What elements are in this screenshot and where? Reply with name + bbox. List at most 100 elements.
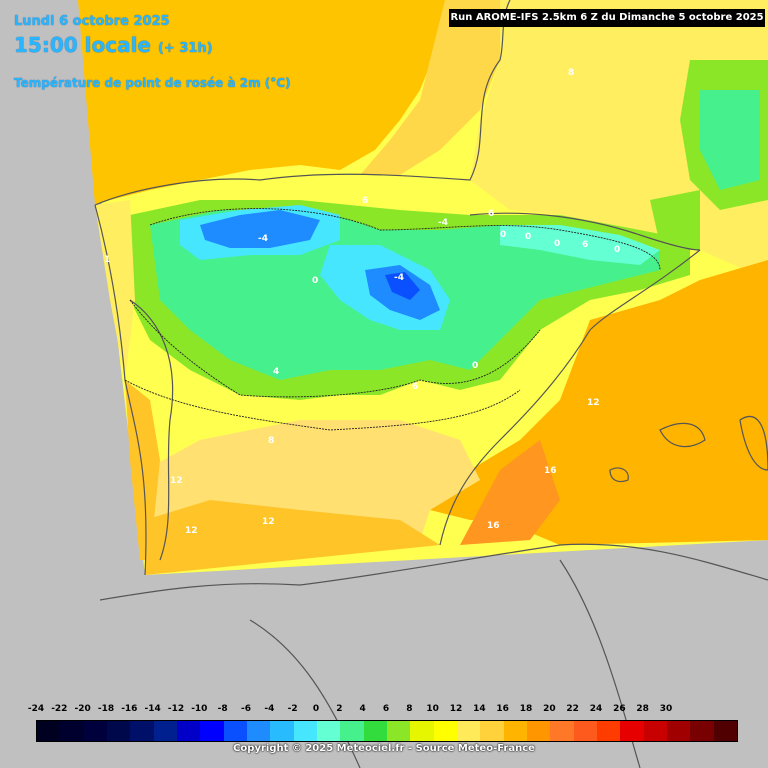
sea-med-deep bbox=[460, 440, 560, 545]
color-swatch bbox=[246, 721, 271, 741]
sea-atlantic bbox=[78, 0, 445, 205]
forecast-time: 15:00 locale (+ 31h) bbox=[14, 33, 213, 57]
color-swatch bbox=[37, 721, 61, 741]
legend-tick-label: 30 bbox=[659, 704, 673, 714]
color-swatch bbox=[176, 721, 201, 741]
border-africa-2 bbox=[559, 559, 641, 768]
iso-label: 0 bbox=[554, 239, 560, 249]
legend-tick-label: -10 bbox=[191, 704, 208, 714]
legend-tick-label: -16 bbox=[121, 704, 138, 714]
legend-tick-label: 2 bbox=[336, 704, 343, 714]
iso-label: -4 bbox=[258, 234, 268, 244]
legend-tick-label: -14 bbox=[144, 704, 161, 714]
color-swatch bbox=[363, 721, 387, 741]
coastline-north bbox=[94, 0, 511, 206]
legend-tick-labels: -24 -22 -20 -18 -16 -14 -12 -10 -8 -6 -4 -2 0 2 4 6 8 10 1… bbox=[24, 704, 744, 718]
legend-tick-label: -4 bbox=[264, 704, 275, 714]
contour-0 bbox=[149, 208, 661, 271]
color-swatch bbox=[526, 721, 551, 741]
legend-tick-label: 8 bbox=[406, 704, 413, 714]
border-pyrenees bbox=[469, 212, 701, 251]
cyan-east bbox=[500, 225, 660, 265]
color-swatch bbox=[386, 721, 411, 741]
legend-tick-label: 28 bbox=[636, 704, 649, 714]
color-swatch bbox=[60, 721, 84, 741]
color-swatch bbox=[690, 721, 714, 741]
coastline-med bbox=[439, 249, 701, 546]
ne-greener bbox=[700, 90, 760, 190]
contour-4 bbox=[129, 299, 541, 398]
color-swatch bbox=[713, 721, 737, 741]
iso-label: 0 bbox=[500, 230, 506, 240]
iso-label: -4 bbox=[438, 218, 448, 228]
legend-tick-label: 18 bbox=[519, 704, 533, 714]
blue-core-dark bbox=[385, 272, 420, 300]
legend-tick-label: -24 bbox=[27, 704, 45, 714]
legend-tick-label: -2 bbox=[287, 704, 298, 714]
legend-tick-label: 6 bbox=[382, 704, 390, 714]
iso-label: 12 bbox=[262, 517, 275, 527]
iso-label: 0 bbox=[525, 232, 531, 242]
color-swatch bbox=[666, 721, 691, 741]
iso-label: 12 bbox=[587, 398, 600, 408]
legend-tick-label: -18 bbox=[97, 704, 115, 714]
legend-tick-label: 10 bbox=[426, 704, 439, 714]
legend-tick-label: 26 bbox=[613, 704, 626, 714]
color-swatch bbox=[270, 721, 294, 741]
color-swatch bbox=[340, 721, 364, 741]
color-scale-bar bbox=[36, 720, 738, 742]
color-swatch bbox=[83, 721, 107, 741]
color-swatch bbox=[433, 721, 457, 741]
iso-label: 8 bbox=[568, 68, 574, 78]
legend-tick-label: 4 bbox=[359, 704, 366, 714]
iso-label: 1 bbox=[104, 255, 110, 265]
color-swatch bbox=[316, 721, 341, 741]
iso-label: 6 bbox=[488, 209, 494, 219]
legend-tick-label: -6 bbox=[241, 704, 251, 714]
border-portugal bbox=[129, 299, 174, 561]
legend-tick-label: 22 bbox=[566, 704, 579, 714]
alps-green bbox=[650, 190, 700, 250]
blue-core-north bbox=[200, 210, 320, 248]
color-swatch bbox=[153, 721, 177, 741]
iso-label: 16 bbox=[544, 466, 557, 476]
iso-label: 4 bbox=[273, 367, 279, 377]
run-banner: Run AROME-IFS 2.5km 6 Z du Dimanche 5 oc… bbox=[449, 9, 765, 27]
color-swatch bbox=[106, 721, 131, 741]
color-swatch bbox=[223, 721, 247, 741]
iso-label: 6 bbox=[412, 382, 418, 392]
color-swatch bbox=[293, 721, 317, 741]
iso-label: 6 bbox=[582, 240, 588, 250]
sea-biscay-inner bbox=[360, 0, 520, 175]
south-coast-orange bbox=[145, 500, 440, 575]
color-swatch bbox=[643, 721, 667, 741]
color-swatch bbox=[200, 721, 224, 741]
color-swatch bbox=[550, 721, 574, 741]
legend-tick-label: 16 bbox=[496, 704, 509, 714]
legend-tick-label: 12 bbox=[449, 704, 463, 714]
iso-label: -4 bbox=[394, 273, 404, 283]
border-africa bbox=[249, 619, 361, 768]
forecast-offset: (+ 31h) bbox=[157, 41, 213, 56]
color-swatch bbox=[596, 721, 621, 741]
legend-tick-label: 0 bbox=[312, 704, 320, 714]
iso-label: 0 bbox=[472, 361, 478, 371]
iso-label: 8 bbox=[268, 436, 274, 446]
iso-label: 12 bbox=[170, 476, 183, 486]
coastline-africa bbox=[99, 543, 768, 601]
legend-tick-label: 24 bbox=[589, 704, 603, 714]
legend-tick-label: -8 bbox=[217, 704, 228, 714]
legend-tick-label: -20 bbox=[74, 704, 91, 714]
iso-label: 6 bbox=[362, 196, 368, 206]
balearic-2 bbox=[609, 467, 629, 483]
color-swatch bbox=[130, 721, 154, 741]
legend-tick-label: -22 bbox=[51, 704, 68, 714]
color-swatch bbox=[573, 721, 597, 741]
forecast-date: Lundi 6 octobre 2025 bbox=[14, 14, 170, 29]
color-swatch bbox=[410, 721, 434, 741]
iso-label: 12 bbox=[185, 526, 198, 536]
iso-label: 0 bbox=[614, 245, 620, 255]
forecast-time-value: 15:00 locale bbox=[14, 33, 151, 57]
iso-label: 0 bbox=[312, 276, 318, 286]
